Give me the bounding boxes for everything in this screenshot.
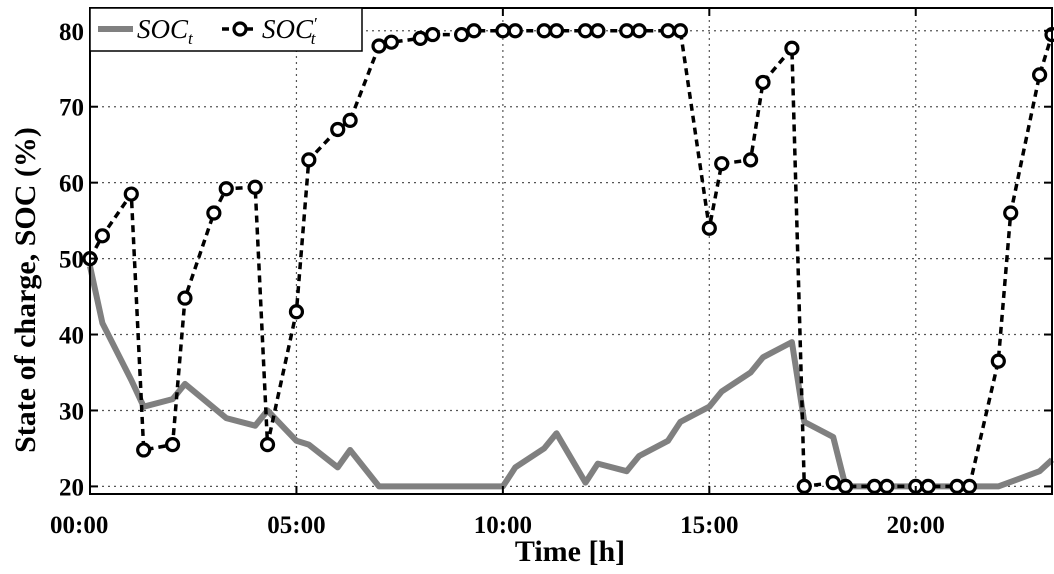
- series-point: [755, 74, 771, 91]
- series-point: [123, 186, 139, 202]
- series-line-0: [87, 265, 1054, 490]
- y-tick-label: 50: [59, 247, 84, 274]
- series-point: [619, 23, 635, 39]
- series-point: [206, 205, 222, 221]
- series-point: [288, 304, 305, 320]
- series-point: [660, 23, 676, 39]
- legend-label-main: SOC: [262, 14, 314, 44]
- series-point: [247, 179, 263, 195]
- y-tick-label: 80: [59, 19, 84, 46]
- series-point: [507, 23, 523, 39]
- series-point: [330, 121, 346, 138]
- y-tick-label: 60: [59, 171, 84, 198]
- legend-label-sub: t: [311, 29, 317, 48]
- series-point: [590, 23, 606, 39]
- x-tick-label: 20:00: [887, 512, 945, 539]
- legend-label-prime: ′: [313, 14, 317, 33]
- series-point: [714, 156, 730, 172]
- series-point: [837, 478, 854, 495]
- x-tick-label: 05:00: [267, 512, 325, 539]
- y-tick-label: 30: [59, 398, 84, 425]
- series-point: [866, 478, 883, 495]
- x-tick-label: 15:00: [680, 512, 738, 539]
- series-point: [218, 181, 234, 197]
- series-point: [412, 30, 428, 46]
- y-tick-label: 70: [59, 95, 84, 122]
- series-point: [259, 437, 276, 453]
- series-point: [342, 112, 358, 128]
- series-point: [94, 228, 110, 244]
- series-point: [466, 23, 482, 39]
- series-layer: [82, 23, 1054, 495]
- axis-ticks: 20 30 40 50 60 70 80 00:00 05:00 10:00 15:00 20:00: [50, 8, 1052, 539]
- x-tick-label: 00:00: [50, 512, 108, 539]
- legend-label-sub: t: [188, 29, 194, 48]
- y-axis-label: State of charge, SOC (%): [9, 127, 42, 453]
- grid-lines: [89, 8, 1052, 494]
- series-point: [949, 478, 965, 495]
- y-tick-label: 40: [59, 323, 84, 350]
- y-tick-label: 20: [59, 474, 84, 501]
- series-point: [701, 220, 717, 236]
- series-point: [784, 40, 800, 56]
- legend-swatch-marker: [232, 21, 248, 37]
- series-point: [920, 478, 936, 495]
- legend: SOCt SOC′ t: [89, 7, 363, 52]
- series-point: [577, 23, 594, 39]
- x-tick-label: 10:00: [474, 512, 532, 539]
- legend-label-soc-prime: SOC′ t: [262, 14, 317, 48]
- series-point: [164, 437, 181, 453]
- series-point: [136, 442, 152, 458]
- series-point: [495, 23, 511, 39]
- series-point: [672, 23, 689, 39]
- legend-label-main: SOC: [137, 14, 189, 44]
- series-point: [1003, 205, 1019, 221]
- series-point: [796, 478, 812, 495]
- series-point: [536, 23, 552, 39]
- series-point: [961, 478, 978, 495]
- series-point: [631, 23, 647, 39]
- series-point: [425, 26, 441, 43]
- series-point: [371, 38, 387, 54]
- series-point: [1032, 67, 1048, 83]
- series-point: [548, 23, 565, 39]
- x-axis-label: Time [h]: [515, 535, 625, 568]
- series-point: [825, 475, 841, 491]
- series-point: [383, 34, 399, 50]
- plot-frame: [89, 7, 1053, 495]
- series-point: [177, 290, 193, 306]
- series-point: [301, 152, 317, 168]
- series-point: [879, 478, 895, 495]
- legend-label-soc: SOCt: [137, 14, 194, 48]
- series-point: [453, 26, 470, 43]
- series-point: [990, 353, 1006, 369]
- series-point: [743, 152, 759, 168]
